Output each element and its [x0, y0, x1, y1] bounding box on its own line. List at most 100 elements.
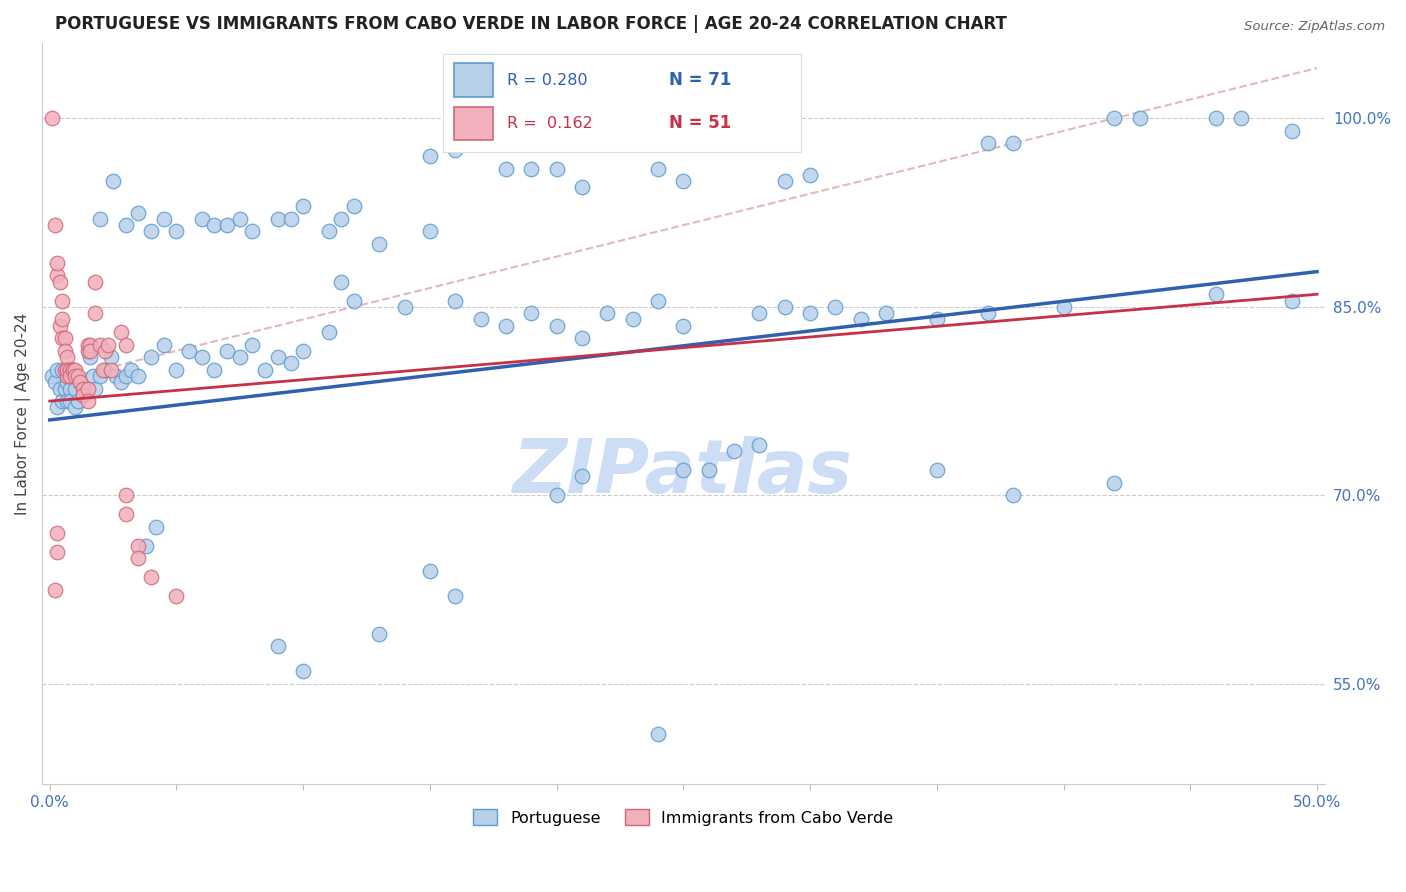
Point	[97, 337, 120, 351]
Point	[94, 343, 117, 358]
Point	[723, 444, 745, 458]
Point	[101, 174, 124, 188]
Point	[46, 526, 69, 541]
Text: N = 51: N = 51	[669, 114, 731, 132]
Point	[89, 337, 111, 351]
Point	[824, 300, 846, 314]
Point	[1104, 475, 1126, 490]
Point	[292, 343, 315, 358]
Point	[191, 350, 214, 364]
Point	[76, 343, 98, 358]
Point	[69, 376, 91, 390]
Point	[139, 350, 162, 364]
Point	[773, 174, 796, 188]
Point	[91, 362, 114, 376]
Bar	[454, 106, 494, 140]
Point	[89, 211, 111, 226]
Point	[41, 368, 63, 383]
Point	[280, 356, 302, 370]
Point	[59, 394, 82, 409]
Point	[49, 318, 72, 333]
Point	[76, 337, 98, 351]
Point	[152, 211, 174, 226]
Point	[56, 362, 79, 376]
Point	[267, 639, 290, 653]
Point	[621, 312, 644, 326]
Point	[51, 312, 73, 326]
Point	[51, 362, 73, 376]
Point	[76, 394, 98, 409]
Point	[114, 337, 136, 351]
Point	[49, 382, 72, 396]
Point	[204, 362, 226, 376]
Point	[127, 205, 149, 219]
Point	[89, 368, 111, 383]
Point	[596, 306, 619, 320]
Point	[62, 362, 84, 376]
Point	[1205, 112, 1227, 126]
Point	[53, 331, 76, 345]
Point	[1281, 124, 1303, 138]
Legend: Portuguese, Immigrants from Cabo Verde: Portuguese, Immigrants from Cabo Verde	[467, 803, 900, 832]
Point	[114, 218, 136, 232]
Point	[242, 224, 264, 238]
Text: PORTUGUESE VS IMMIGRANTS FROM CABO VERDE IN LABOR FORCE | AGE 20-24 CORRELATION : PORTUGUESE VS IMMIGRANTS FROM CABO VERDE…	[55, 15, 1007, 33]
Point	[46, 362, 69, 376]
Point	[368, 237, 391, 252]
Point	[51, 331, 73, 345]
Point	[84, 306, 107, 320]
Point	[748, 306, 770, 320]
Point	[394, 300, 416, 314]
Point	[69, 376, 91, 390]
Point	[82, 368, 104, 383]
Point	[925, 463, 948, 477]
Point	[51, 293, 73, 308]
Point	[53, 382, 76, 396]
Point	[875, 306, 897, 320]
Point	[152, 337, 174, 351]
Point	[79, 350, 101, 364]
Point	[748, 438, 770, 452]
Point	[546, 488, 568, 502]
Bar	[454, 63, 494, 96]
Point	[773, 300, 796, 314]
Point	[110, 376, 132, 390]
Point	[647, 293, 669, 308]
Point	[139, 570, 162, 584]
Text: N = 71: N = 71	[669, 71, 731, 89]
Point	[318, 325, 340, 339]
Point	[66, 368, 89, 383]
Point	[100, 362, 122, 376]
Point	[368, 626, 391, 640]
Point	[56, 362, 79, 376]
Point	[1001, 488, 1024, 502]
Point	[46, 545, 69, 559]
Point	[114, 488, 136, 502]
Point	[799, 168, 821, 182]
Point	[59, 362, 82, 376]
Point	[44, 376, 66, 390]
Point	[165, 589, 187, 603]
Point	[79, 343, 101, 358]
Point	[672, 174, 695, 188]
Point	[104, 368, 127, 383]
Point	[330, 275, 353, 289]
Point	[179, 343, 201, 358]
Point	[66, 394, 89, 409]
Point	[343, 199, 366, 213]
Point	[292, 199, 315, 213]
Point	[165, 362, 187, 376]
Point	[1230, 112, 1253, 126]
Point	[114, 507, 136, 521]
Point	[56, 368, 79, 383]
Point	[135, 539, 157, 553]
Point	[647, 727, 669, 741]
Point	[76, 382, 98, 396]
Point	[267, 211, 290, 226]
Point	[204, 218, 226, 232]
Point	[75, 382, 97, 396]
Point	[191, 211, 214, 226]
Point	[1205, 287, 1227, 301]
Point	[280, 211, 302, 226]
Point	[56, 350, 79, 364]
